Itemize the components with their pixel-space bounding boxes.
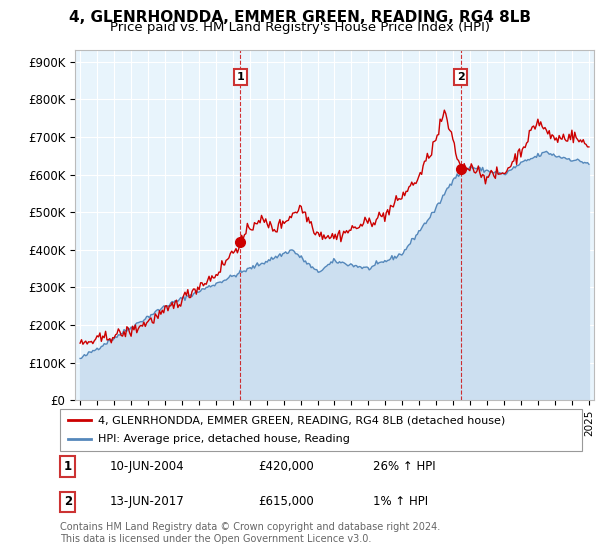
Text: 10-JUN-2004: 10-JUN-2004 — [110, 460, 184, 473]
Text: 2: 2 — [64, 496, 72, 508]
Text: Contains HM Land Registry data © Crown copyright and database right 2024.
This d: Contains HM Land Registry data © Crown c… — [60, 522, 440, 544]
Text: HPI: Average price, detached house, Reading: HPI: Average price, detached house, Read… — [98, 435, 349, 445]
Text: 2: 2 — [457, 72, 464, 82]
Text: Price paid vs. HM Land Registry's House Price Index (HPI): Price paid vs. HM Land Registry's House … — [110, 21, 490, 34]
Text: 4, GLENRHONDDA, EMMER GREEN, READING, RG4 8LB: 4, GLENRHONDDA, EMMER GREEN, READING, RG… — [69, 10, 531, 25]
Text: £420,000: £420,000 — [259, 460, 314, 473]
Text: 13-JUN-2017: 13-JUN-2017 — [110, 496, 184, 508]
Text: £615,000: £615,000 — [259, 496, 314, 508]
Text: 26% ↑ HPI: 26% ↑ HPI — [373, 460, 436, 473]
Text: 4, GLENRHONDDA, EMMER GREEN, READING, RG4 8LB (detached house): 4, GLENRHONDDA, EMMER GREEN, READING, RG… — [98, 415, 505, 425]
Text: 1: 1 — [64, 460, 72, 473]
Text: 1% ↑ HPI: 1% ↑ HPI — [373, 496, 428, 508]
Text: 1: 1 — [236, 72, 244, 82]
